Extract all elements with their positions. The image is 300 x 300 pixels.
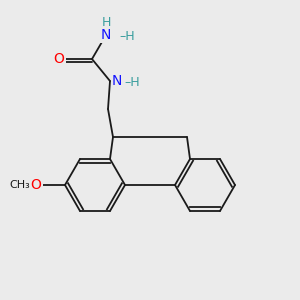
Text: –H: –H <box>124 76 140 88</box>
Text: N: N <box>112 74 122 88</box>
Text: CH₃: CH₃ <box>10 180 30 190</box>
Text: N: N <box>101 28 111 42</box>
Text: O: O <box>31 178 41 192</box>
Text: –H: –H <box>119 29 135 43</box>
Text: H: H <box>101 16 111 28</box>
Text: O: O <box>54 52 64 66</box>
